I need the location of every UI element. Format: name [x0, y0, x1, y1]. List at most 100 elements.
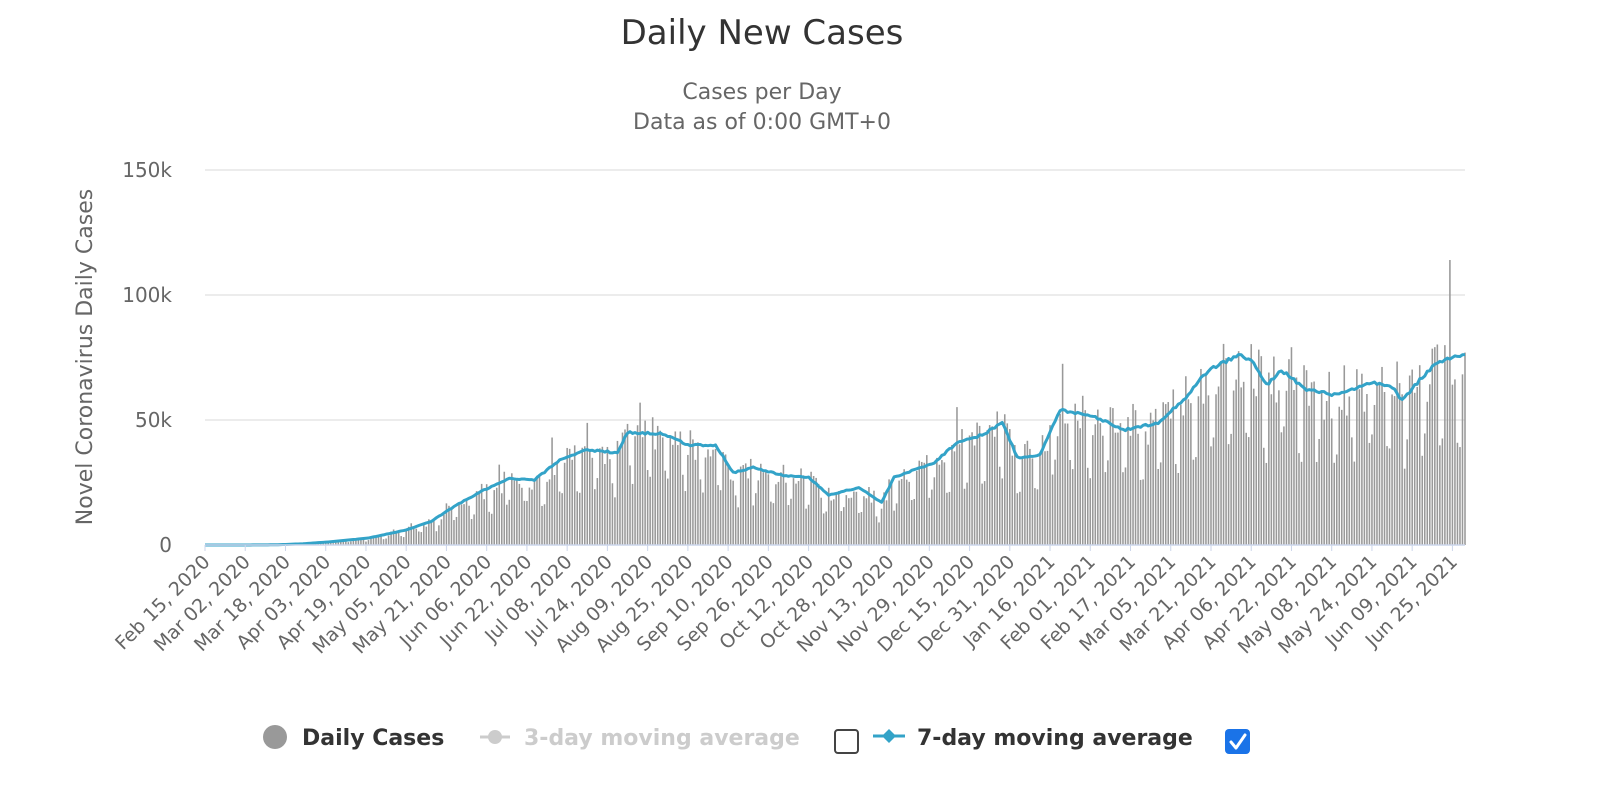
daily-cases-bar[interactable]	[1414, 393, 1416, 545]
daily-cases-bar[interactable]	[1112, 408, 1114, 545]
daily-cases-bar[interactable]	[1459, 447, 1461, 545]
daily-cases-bar[interactable]	[1442, 438, 1444, 545]
daily-cases-bar[interactable]	[622, 433, 624, 545]
daily-cases-bar[interactable]	[1145, 431, 1147, 545]
daily-cases-bar[interactable]	[835, 494, 837, 545]
daily-cases-bar[interactable]	[1238, 351, 1240, 545]
daily-cases-bar[interactable]	[795, 484, 797, 545]
daily-cases-bar[interactable]	[732, 481, 734, 545]
daily-cases-bar[interactable]	[1089, 478, 1091, 545]
daily-cases-bar[interactable]	[514, 481, 516, 545]
daily-cases-bar[interactable]	[473, 514, 475, 545]
daily-cases-bar[interactable]	[871, 503, 873, 545]
daily-cases-bar[interactable]	[680, 431, 682, 545]
daily-cases-bar[interactable]	[1210, 446, 1212, 545]
daily-cases-bar[interactable]	[1281, 432, 1283, 545]
daily-cases-bar[interactable]	[559, 492, 561, 545]
daily-cases-bar[interactable]	[901, 479, 903, 545]
daily-cases-bar[interactable]	[1105, 472, 1107, 545]
daily-cases-bar[interactable]	[1464, 353, 1466, 545]
daily-cases-bar[interactable]	[652, 417, 654, 545]
daily-cases-bar[interactable]	[1384, 392, 1386, 545]
daily-cases-bar[interactable]	[929, 498, 931, 545]
daily-cases-bar[interactable]	[1220, 362, 1222, 545]
daily-cases-bar[interactable]	[1019, 492, 1021, 545]
legend-item-daily-cases[interactable]: Daily Cases	[263, 725, 444, 751]
daily-cases-bar[interactable]	[1286, 391, 1288, 545]
daily-cases-bar[interactable]	[951, 445, 953, 545]
daily-cases-bar[interactable]	[1379, 383, 1381, 545]
daily-cases-bar[interactable]	[1208, 395, 1210, 545]
daily-cases-bar[interactable]	[1228, 444, 1230, 545]
daily-cases-bar[interactable]	[1037, 489, 1039, 545]
daily-cases-bar[interactable]	[1354, 462, 1356, 545]
daily-cases-bar[interactable]	[1032, 458, 1034, 545]
daily-cases-bar[interactable]	[999, 467, 1001, 545]
daily-cases-bar[interactable]	[785, 483, 787, 545]
daily-cases-bar[interactable]	[1306, 370, 1308, 545]
daily-cases-bar[interactable]	[687, 455, 689, 545]
daily-cases-bar[interactable]	[564, 463, 566, 545]
daily-cases-bar[interactable]	[561, 493, 563, 545]
daily-cases-bar[interactable]	[1381, 367, 1383, 545]
daily-cases-bar[interactable]	[810, 472, 812, 545]
daily-cases-bar[interactable]	[727, 465, 729, 545]
daily-cases-bar[interactable]	[498, 465, 500, 545]
daily-cases-bar[interactable]	[1364, 412, 1366, 545]
daily-cases-bar[interactable]	[587, 423, 589, 545]
daily-cases-bar[interactable]	[1361, 374, 1363, 545]
daily-cases-bar[interactable]	[881, 509, 883, 545]
daily-cases-bar[interactable]	[778, 482, 780, 545]
daily-cases-bar[interactable]	[1167, 402, 1169, 545]
daily-cases-bar[interactable]	[1391, 394, 1393, 545]
daily-cases-bar[interactable]	[715, 449, 717, 545]
daily-cases-bar[interactable]	[866, 498, 868, 545]
daily-cases-bar[interactable]	[1338, 407, 1340, 545]
daily-cases-bar[interactable]	[654, 449, 656, 545]
daily-cases-bar[interactable]	[1193, 460, 1195, 545]
daily-cases-bar[interactable]	[803, 475, 805, 545]
daily-cases-bar[interactable]	[662, 437, 664, 545]
daily-cases-bar[interactable]	[496, 488, 498, 545]
daily-cases-bar[interactable]	[954, 451, 956, 545]
daily-cases-bar[interactable]	[911, 500, 913, 545]
daily-cases-bar[interactable]	[813, 476, 815, 545]
daily-cases-bar[interactable]	[471, 519, 473, 545]
daily-cases-bar[interactable]	[1195, 457, 1197, 545]
daily-cases-bar[interactable]	[1273, 357, 1275, 545]
daily-cases-bar[interactable]	[1424, 433, 1426, 545]
daily-cases-bar[interactable]	[1409, 376, 1411, 545]
daily-cases-bar[interactable]	[1253, 389, 1255, 545]
daily-cases-bar[interactable]	[476, 491, 478, 545]
daily-cases-bar[interactable]	[682, 475, 684, 545]
daily-cases-bar[interactable]	[599, 448, 601, 545]
daily-cases-bar[interactable]	[1346, 416, 1348, 545]
daily-cases-bar[interactable]	[949, 492, 951, 545]
daily-cases-bar[interactable]	[1092, 435, 1094, 545]
daily-cases-bar[interactable]	[906, 480, 908, 545]
daily-cases-bar[interactable]	[463, 504, 465, 545]
daily-cases-bar[interactable]	[1288, 359, 1290, 545]
daily-cases-bar[interactable]	[846, 495, 848, 545]
daily-cases-bar[interactable]	[574, 445, 576, 545]
daily-cases-bar[interactable]	[534, 479, 536, 545]
daily-cases-bar[interactable]	[1389, 448, 1391, 545]
daily-cases-bar[interactable]	[1333, 463, 1335, 545]
daily-cases-bar[interactable]	[1427, 402, 1429, 545]
daily-cases-bar[interactable]	[1457, 443, 1459, 545]
daily-cases-bar[interactable]	[1218, 387, 1220, 545]
daily-cases-bar[interactable]	[1439, 445, 1441, 545]
daily-cases-bar[interactable]	[981, 484, 983, 545]
daily-cases-bar[interactable]	[1185, 376, 1187, 545]
daily-cases-bar[interactable]	[1077, 421, 1079, 545]
daily-cases-bar[interactable]	[1245, 433, 1247, 545]
daily-cases-bar[interactable]	[458, 503, 460, 545]
daily-cases-bar[interactable]	[1261, 356, 1263, 545]
daily-cases-bar[interactable]	[742, 465, 744, 545]
daily-cases-bar[interactable]	[1255, 396, 1257, 545]
daily-cases-bar[interactable]	[886, 500, 888, 545]
daily-cases-bar[interactable]	[506, 505, 508, 545]
daily-cases-bar[interactable]	[820, 498, 822, 545]
daily-cases-bar[interactable]	[705, 458, 707, 545]
daily-cases-bar[interactable]	[554, 475, 556, 545]
